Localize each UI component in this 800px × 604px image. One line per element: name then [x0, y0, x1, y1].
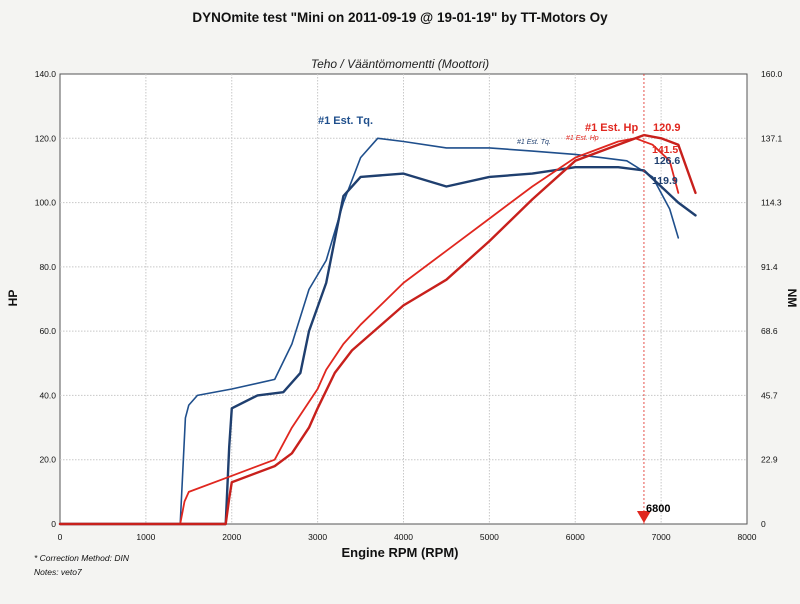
series-lines	[58, 133, 697, 526]
hp-peak-value: 120.9	[653, 122, 681, 134]
rpm-marker-label: 6800	[646, 503, 670, 515]
y-tick-label: 60.0	[39, 326, 56, 336]
x-tick-label: 0	[58, 532, 63, 542]
annotation-labels: #1 Est. Tq. #1 Est. Tq. #1 Est. Hp#1 Est. …	[318, 115, 681, 515]
y2-axis-label: NM	[785, 289, 799, 308]
y2-tick-label: 160.0	[761, 69, 783, 79]
x-tick-label: 1000	[136, 532, 155, 542]
x-tick-label: 2000	[222, 532, 241, 542]
torque-label-1: #1 Est. Tq.	[318, 115, 373, 127]
torque-peak-value: 141.5	[652, 144, 678, 156]
chart-title: DYNOmite test "Mini on 2011-09-19 @ 19-0…	[192, 10, 608, 25]
x-tick-label: 5000	[480, 532, 499, 542]
torque-series-line-1	[59, 137, 680, 525]
rpm-marker-triangle	[636, 511, 651, 523]
torque-value-2: 126.6	[654, 155, 680, 167]
y-axis-label: HP	[6, 290, 20, 307]
x-tick-label: 4000	[394, 532, 413, 542]
hp-series-line-3	[59, 137, 680, 525]
torque-label-2: #1 Est. Tq.	[517, 139, 551, 146]
y2-tick-label: 137.1	[761, 133, 783, 143]
y-tick-label: 40.0	[39, 390, 56, 400]
y2-tick-label: 22.9	[761, 455, 778, 465]
y2-tick-label: 114.3	[761, 198, 782, 208]
chart-subtitle: Teho / Vääntömomentti (Moottori)	[311, 57, 489, 71]
y-tick-label: 120.0	[35, 133, 57, 143]
rpm-marker	[636, 74, 651, 524]
y-tick-label: 80.0	[39, 262, 56, 272]
y-tick-label: 20.0	[39, 455, 56, 465]
y2-tick-label: 45.7	[761, 390, 778, 400]
footnote-correction: * Correction Method: DIN	[34, 553, 130, 563]
y-tick-label: 100.0	[35, 198, 57, 208]
tick-labels: 0 1000 2000 3000 4000 5000 6000 7000 8000 0 20.0 40…	[35, 69, 783, 542]
y-tick-label: 140.0	[35, 69, 57, 79]
x-tick-label: 6000	[566, 532, 585, 542]
x-tick-label: 3000	[308, 532, 327, 542]
torque-series-line-2	[58, 165, 697, 526]
y2-tick-label: 0	[761, 519, 766, 529]
footnote-notes: Notes: veto7	[34, 567, 82, 577]
hp-label-1: #1 Est. Hp	[566, 135, 599, 142]
gridlines	[60, 74, 747, 524]
y-tick-label: 0	[51, 519, 56, 529]
hp-series-line-4	[58, 133, 697, 526]
torque-value-3: 119.9	[652, 175, 678, 187]
y2-tick-label: 68.6	[761, 326, 778, 336]
x-tick-label: 7000	[652, 532, 671, 542]
y2-tick-label: 91.4	[761, 262, 778, 272]
x-tick-label: 8000	[738, 532, 757, 542]
x-axis-label: Engine RPM (RPM)	[342, 545, 459, 560]
hp-label-2: #1 Est. Hp	[585, 122, 638, 134]
